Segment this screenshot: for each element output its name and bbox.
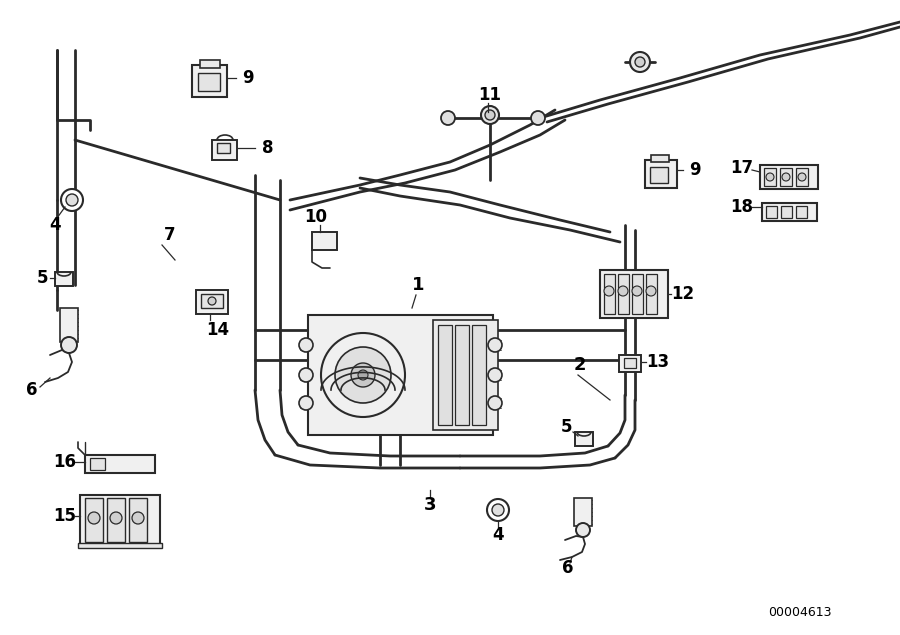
Circle shape: [531, 111, 545, 125]
Bar: [60, 308, 78, 342]
Bar: [650, 167, 668, 183]
Text: 17: 17: [731, 159, 753, 177]
Bar: [780, 168, 792, 186]
Circle shape: [798, 173, 806, 181]
Text: 16: 16: [53, 453, 76, 471]
Circle shape: [488, 368, 502, 382]
Text: 5: 5: [36, 269, 48, 287]
Circle shape: [208, 297, 216, 305]
Bar: [201, 294, 223, 308]
Bar: [646, 274, 657, 314]
Text: 6: 6: [562, 559, 574, 577]
Bar: [575, 432, 593, 446]
Circle shape: [321, 333, 405, 417]
Bar: [574, 498, 592, 526]
Circle shape: [351, 363, 375, 387]
Bar: [624, 358, 636, 368]
Bar: [438, 325, 452, 425]
Bar: [217, 143, 230, 153]
Circle shape: [646, 286, 656, 296]
Circle shape: [630, 52, 650, 72]
Circle shape: [299, 338, 313, 352]
Text: 9: 9: [242, 69, 254, 87]
Bar: [645, 160, 677, 188]
Circle shape: [618, 286, 628, 296]
Circle shape: [576, 523, 590, 537]
Bar: [312, 232, 337, 250]
Bar: [85, 455, 155, 473]
Text: 12: 12: [671, 285, 695, 303]
Circle shape: [492, 504, 504, 516]
Bar: [604, 274, 615, 314]
Circle shape: [488, 396, 502, 410]
Bar: [600, 270, 668, 318]
Bar: [196, 290, 228, 314]
Circle shape: [132, 512, 144, 524]
Bar: [632, 274, 643, 314]
Text: 9: 9: [689, 161, 701, 179]
Circle shape: [66, 194, 78, 206]
Circle shape: [485, 110, 495, 120]
Bar: [198, 73, 220, 91]
Bar: [764, 168, 776, 186]
Text: 7: 7: [164, 226, 176, 244]
Bar: [212, 140, 237, 160]
Circle shape: [481, 106, 499, 124]
Circle shape: [604, 286, 614, 296]
Text: 15: 15: [53, 507, 76, 525]
Text: 13: 13: [646, 353, 670, 371]
Bar: [308, 315, 493, 435]
Bar: [796, 168, 808, 186]
Bar: [85, 498, 103, 542]
Bar: [781, 206, 792, 218]
Circle shape: [358, 370, 368, 380]
Circle shape: [61, 189, 83, 211]
Text: 00004613: 00004613: [769, 606, 832, 620]
Circle shape: [335, 347, 391, 403]
Circle shape: [88, 512, 100, 524]
Bar: [760, 165, 818, 189]
Circle shape: [635, 57, 645, 67]
Bar: [129, 498, 147, 542]
Text: 2: 2: [574, 356, 586, 374]
Text: 8: 8: [262, 139, 274, 157]
Text: 11: 11: [479, 86, 501, 104]
Circle shape: [110, 512, 122, 524]
Bar: [107, 498, 125, 542]
Circle shape: [488, 338, 502, 352]
Text: 3: 3: [424, 496, 436, 514]
Bar: [455, 325, 469, 425]
Bar: [192, 65, 227, 97]
Circle shape: [766, 173, 774, 181]
Bar: [78, 543, 162, 548]
Bar: [55, 272, 73, 286]
Text: 6: 6: [26, 381, 38, 399]
Circle shape: [441, 111, 455, 125]
Text: 4: 4: [50, 216, 61, 234]
Bar: [618, 274, 629, 314]
Circle shape: [299, 368, 313, 382]
Bar: [433, 320, 498, 430]
Bar: [619, 355, 641, 372]
Circle shape: [632, 286, 642, 296]
Circle shape: [299, 396, 313, 410]
Text: 1: 1: [412, 276, 424, 294]
Bar: [651, 155, 669, 162]
Text: 5: 5: [560, 418, 572, 436]
Circle shape: [782, 173, 790, 181]
Circle shape: [487, 499, 509, 521]
Bar: [200, 60, 220, 68]
Bar: [90, 458, 105, 470]
Bar: [762, 203, 817, 221]
Bar: [472, 325, 486, 425]
Text: 14: 14: [206, 321, 230, 339]
Bar: [796, 206, 807, 218]
Text: 18: 18: [731, 198, 753, 216]
Circle shape: [61, 337, 77, 353]
Bar: [80, 495, 160, 545]
Text: 10: 10: [304, 208, 328, 226]
Bar: [766, 206, 777, 218]
Text: 4: 4: [492, 526, 504, 544]
